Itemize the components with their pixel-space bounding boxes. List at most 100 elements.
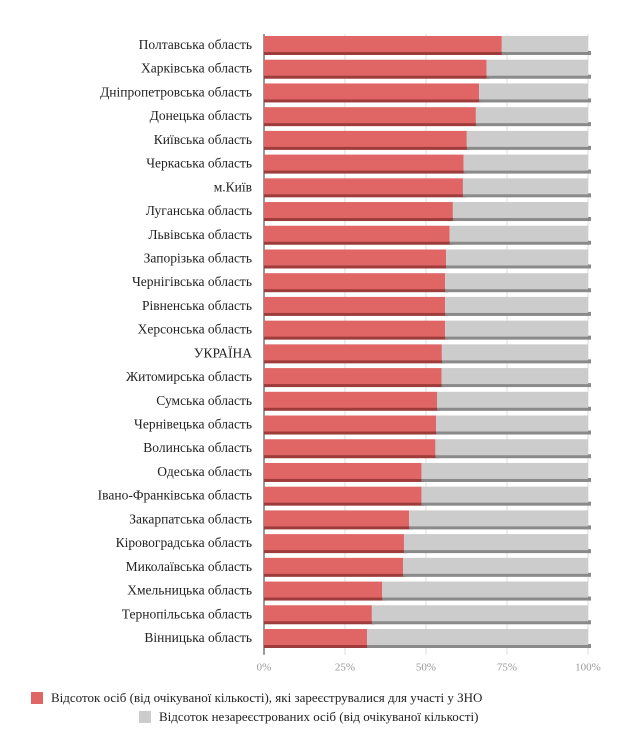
bar-unregistered <box>421 486 588 503</box>
bar-unregistered <box>486 59 588 76</box>
bar-unregistered <box>446 249 588 266</box>
bar-registered <box>264 296 446 313</box>
bar-registered <box>264 581 383 598</box>
category-label: Чернівецька область <box>134 417 252 432</box>
bar-unregistered <box>436 415 588 432</box>
bar-shadow <box>264 620 375 625</box>
bar-shadow <box>264 359 445 364</box>
bar-shadow <box>402 572 591 577</box>
bar-registered <box>264 273 446 290</box>
bar-unregistered <box>462 178 588 195</box>
category-label: Дніпропетровська область <box>100 84 252 99</box>
bar-shadow <box>264 145 470 150</box>
bar-registered <box>264 154 464 171</box>
category-label: Миколаївська область <box>126 559 252 574</box>
bar-shadow <box>264 572 406 577</box>
category-label: Волинська область <box>143 440 252 455</box>
bar-registered <box>264 486 422 503</box>
bar-registered <box>264 439 436 456</box>
legend-swatch-registered <box>31 692 43 704</box>
category-label: Київська область <box>154 132 252 147</box>
category-label: Чернігівська область <box>132 274 252 289</box>
category-label: УКРАЇНА <box>194 345 252 360</box>
bar-shadow <box>264 406 441 411</box>
bar-unregistered <box>475 107 588 124</box>
bar-shadow <box>479 98 591 103</box>
bar-shadow <box>264 98 483 103</box>
bar-registered <box>264 249 447 266</box>
bar-registered <box>264 225 450 242</box>
legend-item-registered[interactable]: Відсоток осіб (від очікуваної кількості)… <box>31 690 482 706</box>
bar-unregistered <box>463 154 588 171</box>
bar-unregistered <box>409 510 588 527</box>
bar-shadow <box>264 596 386 601</box>
x-tick-label: 100% <box>575 662 601 674</box>
category-label: Кіровоградська область <box>116 535 252 550</box>
bar-shadow <box>264 383 445 388</box>
bar-registered <box>264 178 463 195</box>
category-label: Полтавська область <box>139 37 252 52</box>
bar-shadow <box>264 169 467 174</box>
x-tick-label: 0% <box>257 662 272 674</box>
category-label: Запорізька область <box>144 250 252 265</box>
bar-registered <box>264 202 453 219</box>
bar-unregistered <box>501 36 588 52</box>
bar-shadow <box>264 454 439 459</box>
category-label: Сумська область <box>156 393 252 408</box>
bar-shadow <box>445 311 591 316</box>
stacked-bar-chart: 0% 25% 50% 75% 100% Полтавська область Харківс… <box>98 34 601 674</box>
category-label: Донецька область <box>150 108 252 123</box>
bar-shadow <box>264 430 440 435</box>
bar-registered <box>264 130 467 147</box>
bar-unregistered <box>441 344 588 361</box>
bar-shadow <box>371 620 591 625</box>
bar-unregistered <box>449 225 588 242</box>
bar-shadow <box>475 122 591 127</box>
legend-label-registered: Відсоток осіб (від очікуваної кількості)… <box>51 690 483 705</box>
bar-shadow <box>264 193 466 198</box>
bar-unregistered <box>479 83 588 100</box>
bar-unregistered <box>435 439 588 456</box>
bar-unregistered <box>445 320 588 337</box>
bar-shadow <box>421 477 591 482</box>
bar-registered <box>264 320 446 337</box>
legend-item-unregistered[interactable]: Відсоток незареєстрованих осіб (від очік… <box>139 709 478 725</box>
bar-registered <box>264 415 437 432</box>
category-label: Івано-Франківська область <box>98 488 252 503</box>
bar-shadow <box>264 74 490 79</box>
bar-shadow <box>264 311 449 316</box>
category-label: Черкаська область <box>146 156 252 171</box>
bar-shadow <box>435 454 591 459</box>
category-label: Львівська область <box>148 227 252 242</box>
bar-registered <box>264 344 442 361</box>
bar-registered <box>264 107 476 124</box>
bar-unregistered <box>367 629 588 645</box>
bar-shadow <box>367 644 591 648</box>
bar-shadow <box>486 74 591 79</box>
bar-unregistered <box>452 202 588 219</box>
bar-shadow <box>264 501 425 506</box>
bar-shadow <box>437 406 591 411</box>
category-label: Закарпатська область <box>129 511 252 526</box>
legend-label-unregistered: Відсоток незареєстрованих осіб (від очік… <box>159 709 479 724</box>
bar-shadow <box>445 335 591 340</box>
bar-shadow <box>264 51 505 55</box>
bar-unregistered <box>441 368 588 385</box>
x-tick-label: 75% <box>497 662 517 674</box>
bar-shadow <box>264 549 407 554</box>
bar-shadow <box>436 430 591 435</box>
bar-registered <box>264 629 368 645</box>
category-label: Херсонська область <box>138 322 252 337</box>
category-label: м.Київ <box>214 179 252 194</box>
bar-shadow <box>264 217 456 222</box>
bar-shadow <box>446 264 591 269</box>
bar-shadow <box>441 383 591 388</box>
bar-unregistered <box>437 391 588 408</box>
bar-unregistered <box>403 534 588 551</box>
bar-unregistered <box>445 296 588 313</box>
bar-shadow <box>403 549 591 554</box>
bar-shadow <box>449 240 591 245</box>
bar-registered <box>264 557 403 574</box>
bar-shadow <box>421 501 591 506</box>
x-tick-label: 50% <box>416 662 436 674</box>
